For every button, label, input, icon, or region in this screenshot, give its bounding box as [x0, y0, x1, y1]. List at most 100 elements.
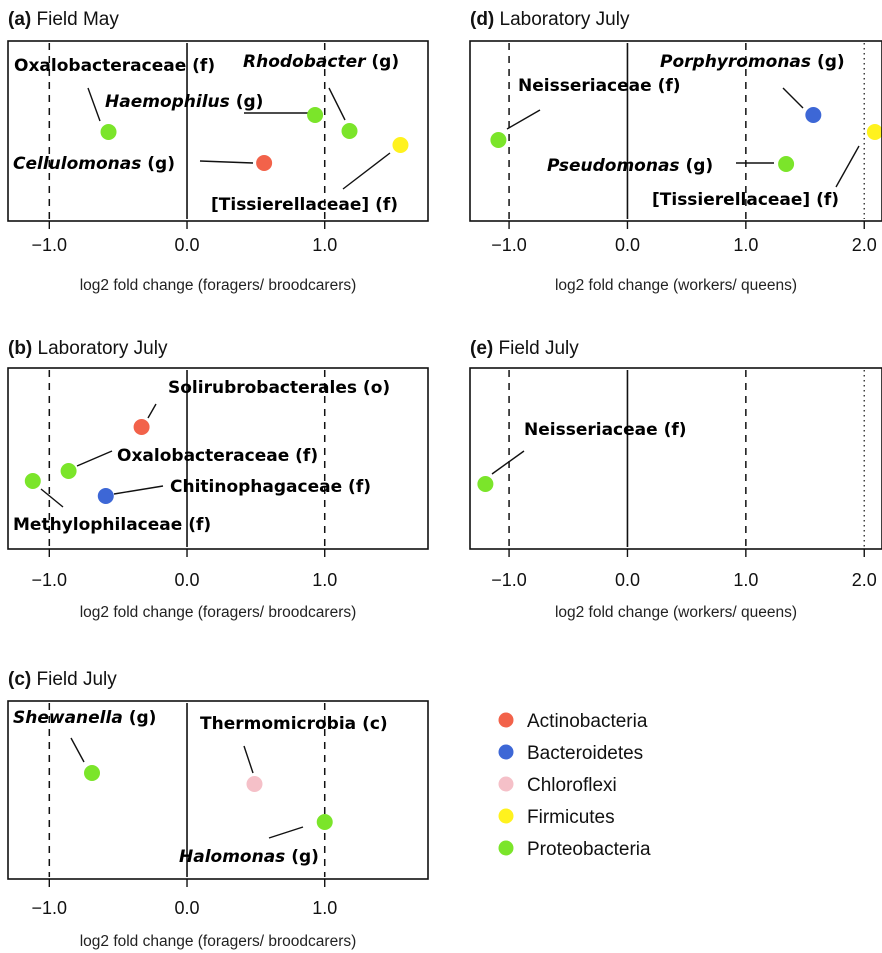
taxon-rank: (f)	[658, 420, 687, 440]
leader-line	[40, 488, 64, 508]
point-label: Oxalobacteraceae (f)	[117, 446, 318, 466]
point-label: Neisseriaceae (f)	[524, 420, 687, 440]
taxon-name: Methylophilaceae	[13, 515, 182, 535]
tick-label: 1.0	[312, 235, 337, 255]
taxon-name: Halomonas	[179, 847, 285, 867]
leader-line	[268, 826, 304, 839]
point-label: Halomonas (g)	[179, 847, 319, 867]
taxon-rank: (f)	[652, 76, 681, 96]
tick-label: 1.0	[312, 570, 337, 590]
panel-letter: (c)	[8, 669, 31, 690]
leader-line	[87, 87, 101, 122]
point-label: [Tissierellaceae] (f)	[211, 195, 398, 215]
panel-title: (e) Field July	[470, 338, 579, 359]
taxon-name: Neisseriaceae	[524, 420, 658, 440]
data-point	[133, 419, 150, 435]
tick-label: 0.0	[175, 898, 200, 918]
tick-label: 1.0	[733, 235, 758, 255]
point-label: Neisseriaceae (f)	[518, 76, 681, 96]
leader-line	[835, 145, 860, 188]
panel-title: (d) Laboratory July	[470, 9, 630, 30]
point-label: Thermomicrobia (c)	[200, 714, 388, 734]
x-axis-label: log2 fold change (workers/ queens)	[555, 604, 797, 621]
point-label: Chitinophagaceae (f)	[170, 477, 371, 497]
panel-letter: (e)	[470, 338, 493, 359]
plot-frame	[469, 367, 882, 550]
plot-frame	[469, 40, 882, 222]
taxon-name: Rhodobacter	[243, 52, 367, 72]
x-axis-label: log2 fold change (foragers/ broodcarers)	[80, 933, 357, 950]
taxon-name: Shewanella	[13, 708, 123, 728]
legend-marker	[498, 808, 514, 824]
leader-line	[199, 160, 254, 164]
taxon-name: Haemophilus	[105, 92, 230, 112]
panel-title-text: Laboratory July	[32, 338, 168, 359]
leader-line	[491, 450, 525, 475]
legend-label: Actinobacteria	[527, 711, 648, 732]
legend-marker	[498, 840, 514, 856]
tick-label: 0.0	[175, 235, 200, 255]
point-label: Solirubrobacterales (o)	[168, 378, 390, 398]
panel-title-text: Field July	[493, 338, 579, 359]
data-point	[316, 814, 333, 830]
taxon-rank: (f)	[810, 190, 839, 210]
tick-label: 2.0	[852, 570, 877, 590]
taxon-rank: (g)	[811, 52, 845, 72]
taxon-rank: (f)	[186, 56, 215, 76]
data-point	[490, 132, 507, 148]
taxon-name: [Tissierellaceae]	[652, 190, 810, 210]
data-point	[100, 124, 117, 140]
plot-frame	[7, 700, 429, 880]
taxon-name: Oxalobacteraceae	[14, 56, 186, 76]
leader-line	[328, 87, 346, 121]
taxon-rank: (f)	[182, 515, 211, 535]
point-label: Rhodobacter (g)	[243, 52, 399, 72]
panel-letter: (d)	[470, 9, 494, 30]
tick-label: 0.0	[615, 570, 640, 590]
data-point	[805, 107, 822, 123]
taxon-rank: (g)	[230, 92, 264, 112]
leader-line	[76, 450, 113, 467]
leader-line	[113, 485, 164, 495]
leader-line	[147, 403, 157, 419]
panel-d: (d) Laboratory July Porphyromonas (g) Neis…	[469, 9, 882, 294]
data-point	[60, 463, 77, 479]
legend-label: Firmicutes	[527, 807, 615, 828]
tick-label: −1.0	[491, 570, 527, 590]
taxon-rank: (o)	[357, 378, 390, 398]
tick-label: −1.0	[491, 235, 527, 255]
x-axis-label: log2 fold change (foragers/ broodcarers)	[80, 604, 357, 621]
tick-label: 0.0	[175, 570, 200, 590]
legend-marker	[498, 712, 514, 728]
plot-frame	[7, 367, 429, 550]
taxon-name: Cellulomonas	[13, 154, 141, 174]
point-label: Cellulomonas (g)	[13, 154, 175, 174]
taxon-name: Pseudomonas	[547, 156, 680, 176]
legend-marker	[498, 744, 514, 760]
leader-line	[70, 737, 85, 763]
data-point	[256, 155, 273, 171]
taxon-name: Neisseriaceae	[518, 76, 652, 96]
legend-label: Bacteroidetes	[527, 743, 643, 764]
taxon-name: Chitinophagaceae	[170, 477, 342, 497]
taxon-rank: (c)	[356, 714, 388, 734]
taxon-name: Solirubrobacterales	[168, 378, 357, 398]
taxon-rank: (g)	[680, 156, 714, 176]
point-label: [Tissierellaceae] (f)	[652, 190, 839, 210]
taxon-rank: (g)	[141, 154, 175, 174]
taxon-name: [Tissierellaceae]	[211, 195, 369, 215]
panel-title: (a) Field May	[8, 9, 119, 30]
tick-label: −1.0	[32, 898, 68, 918]
panel-e: (e) Field July Neisseriaceae (f) −1.0 0.0 1.…	[469, 338, 882, 621]
data-point	[84, 765, 100, 781]
data-point	[97, 488, 114, 504]
panel-title-text: Field May	[31, 9, 119, 30]
data-point	[392, 137, 409, 153]
taxon-name: Oxalobacteraceae	[117, 446, 289, 466]
leader-line	[342, 152, 391, 190]
legend-label: Chloroflexi	[527, 775, 617, 796]
leader-line	[243, 745, 254, 774]
panel-letter: (b)	[8, 338, 32, 359]
